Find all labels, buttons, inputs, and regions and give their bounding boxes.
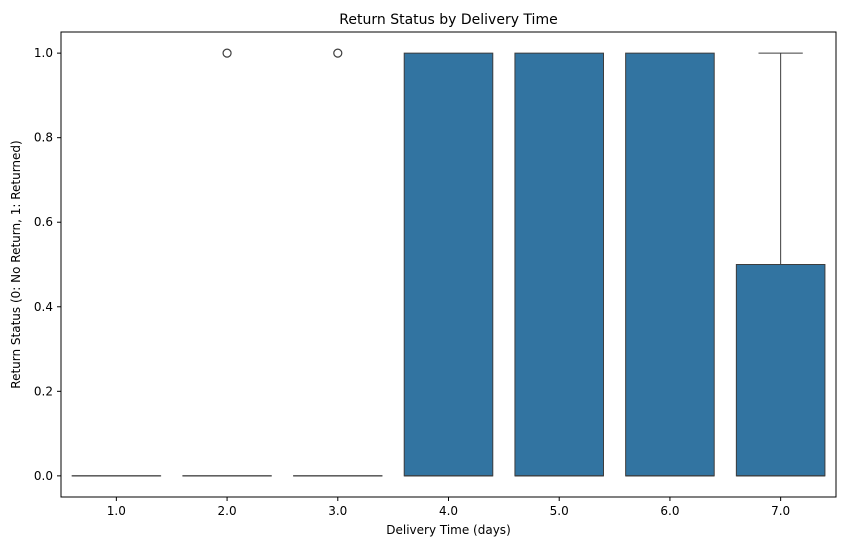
x-axis-label: Delivery Time (days): [386, 523, 511, 537]
box-body: [514, 52, 605, 477]
box-3.0: [293, 48, 383, 477]
x-tick-label: 2.0: [218, 504, 237, 518]
plot-area: [71, 48, 826, 477]
outlier-point: [333, 48, 343, 58]
x-tick-label: 1.0: [107, 504, 126, 518]
y-tick-label: 0.4: [34, 300, 53, 314]
box-4.0: [403, 52, 494, 477]
y-tick-label: 0.2: [34, 384, 53, 398]
x-tick-label: 7.0: [771, 504, 790, 518]
y-tick-label: 0.0: [34, 469, 53, 483]
box-2.0: [182, 48, 272, 477]
y-tick-label: 1.0: [34, 46, 53, 60]
y-axis-label: Return Status (0: No Return, 1: Returned…: [9, 140, 23, 388]
outlier-point: [222, 48, 232, 58]
box-6.0: [625, 52, 715, 477]
box-7.0: [735, 52, 826, 477]
x-tick-label: 4.0: [439, 504, 458, 518]
x-tick-label: 6.0: [660, 504, 679, 518]
y-tick-label: 0.8: [34, 131, 53, 145]
x-tick-label: 3.0: [328, 504, 347, 518]
chart-title: Return Status by Delivery Time: [339, 12, 557, 28]
box-body: [403, 52, 494, 477]
x-tick-label: 5.0: [550, 504, 569, 518]
y-tick-label: 0.6: [34, 215, 53, 229]
box-body: [735, 264, 826, 477]
box-body: [625, 52, 715, 477]
y-axis: 0.0 0.2 0.4 0.6 0.8 1.0: [34, 46, 61, 483]
plot-frame: [60, 31, 837, 498]
x-axis: 1.0 2.0 3.0 4.0 5.0 6.0 7.0: [107, 497, 790, 518]
box-5.0: [514, 52, 605, 477]
